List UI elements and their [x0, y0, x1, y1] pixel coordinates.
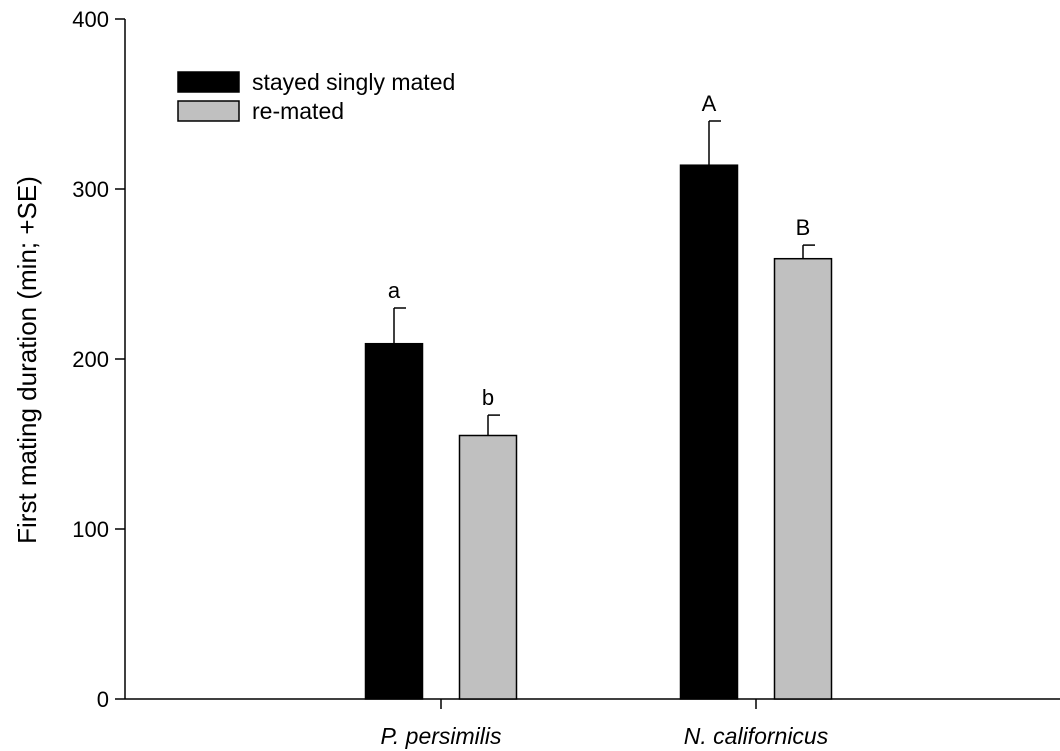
significance-label: A — [702, 91, 717, 116]
significance-label: B — [796, 215, 811, 240]
bars: a Ab B — [364, 91, 833, 700]
y-tick-label: 300 — [72, 177, 109, 202]
legend-label: re-mated — [252, 98, 344, 124]
legend: stayed singly mated re-mated — [177, 69, 455, 124]
x-tick-label: N. californicus — [684, 723, 829, 749]
y-tick-label: 200 — [72, 347, 109, 372]
significance-label: a — [388, 278, 401, 303]
bar — [773, 257, 833, 700]
y-tick-label: 100 — [72, 517, 109, 542]
bar — [364, 342, 424, 700]
legend-swatch — [177, 100, 240, 122]
bar — [458, 434, 518, 700]
legend-swatch — [177, 71, 240, 93]
bar — [679, 164, 739, 700]
legend-label: stayed singly mated — [252, 69, 455, 95]
y-tick-label: 400 — [72, 7, 109, 32]
x-tick-label: P. persimilis — [381, 723, 502, 749]
y-axis-title: First mating duration (min; +SE) — [12, 176, 42, 544]
y-tick-label: 0 — [97, 687, 109, 712]
significance-label: b — [482, 385, 494, 410]
axes: 0 100 200 300 400 P. persimilis N. californicu… — [72, 7, 1060, 749]
